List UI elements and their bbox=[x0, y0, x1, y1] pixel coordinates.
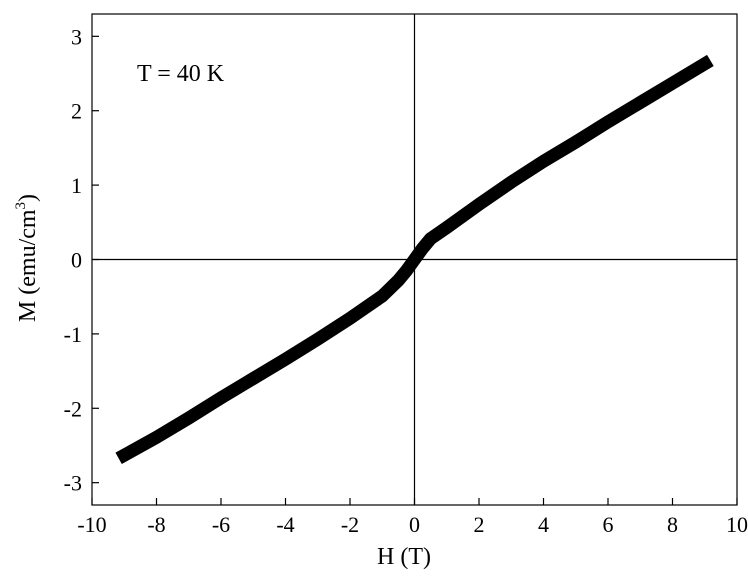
x-tick-label: 4 bbox=[538, 512, 549, 537]
x-tick-label: -10 bbox=[77, 512, 106, 537]
x-tick-label: 6 bbox=[603, 512, 614, 537]
x-tick-label: 8 bbox=[667, 512, 678, 537]
x-tick-label: -4 bbox=[276, 512, 294, 537]
y-tick-label: 3 bbox=[71, 24, 82, 49]
x-tick-label: 2 bbox=[474, 512, 485, 537]
y-tick-label: -2 bbox=[64, 396, 82, 421]
x-axis-title: H (T) bbox=[377, 544, 431, 570]
x-tick-label: 0 bbox=[409, 512, 420, 537]
y-axis-title-close: ) bbox=[15, 194, 41, 202]
plot-frame bbox=[91, 13, 738, 506]
x-tick-label: -2 bbox=[341, 512, 359, 537]
series-layer bbox=[115, 54, 714, 465]
y-tick-label: -1 bbox=[64, 322, 82, 347]
y-tick-label: -3 bbox=[64, 471, 82, 496]
y-tick-label: 2 bbox=[71, 99, 82, 124]
y-tick-label: 0 bbox=[71, 248, 82, 273]
x-tick-label: -6 bbox=[212, 512, 230, 537]
magnetization-curve bbox=[115, 54, 714, 465]
y-axis-title: M (emu/cm3) bbox=[13, 194, 41, 322]
y-axis-title-superscript: 3 bbox=[13, 202, 29, 210]
x-tick-label: 10 bbox=[726, 512, 748, 537]
y-axis-title-main: M (emu/cm bbox=[15, 209, 41, 322]
x-tick-label: -8 bbox=[147, 512, 165, 537]
temperature-annotation: T = 40 K bbox=[137, 61, 225, 87]
y-tick-label: 1 bbox=[71, 173, 82, 198]
